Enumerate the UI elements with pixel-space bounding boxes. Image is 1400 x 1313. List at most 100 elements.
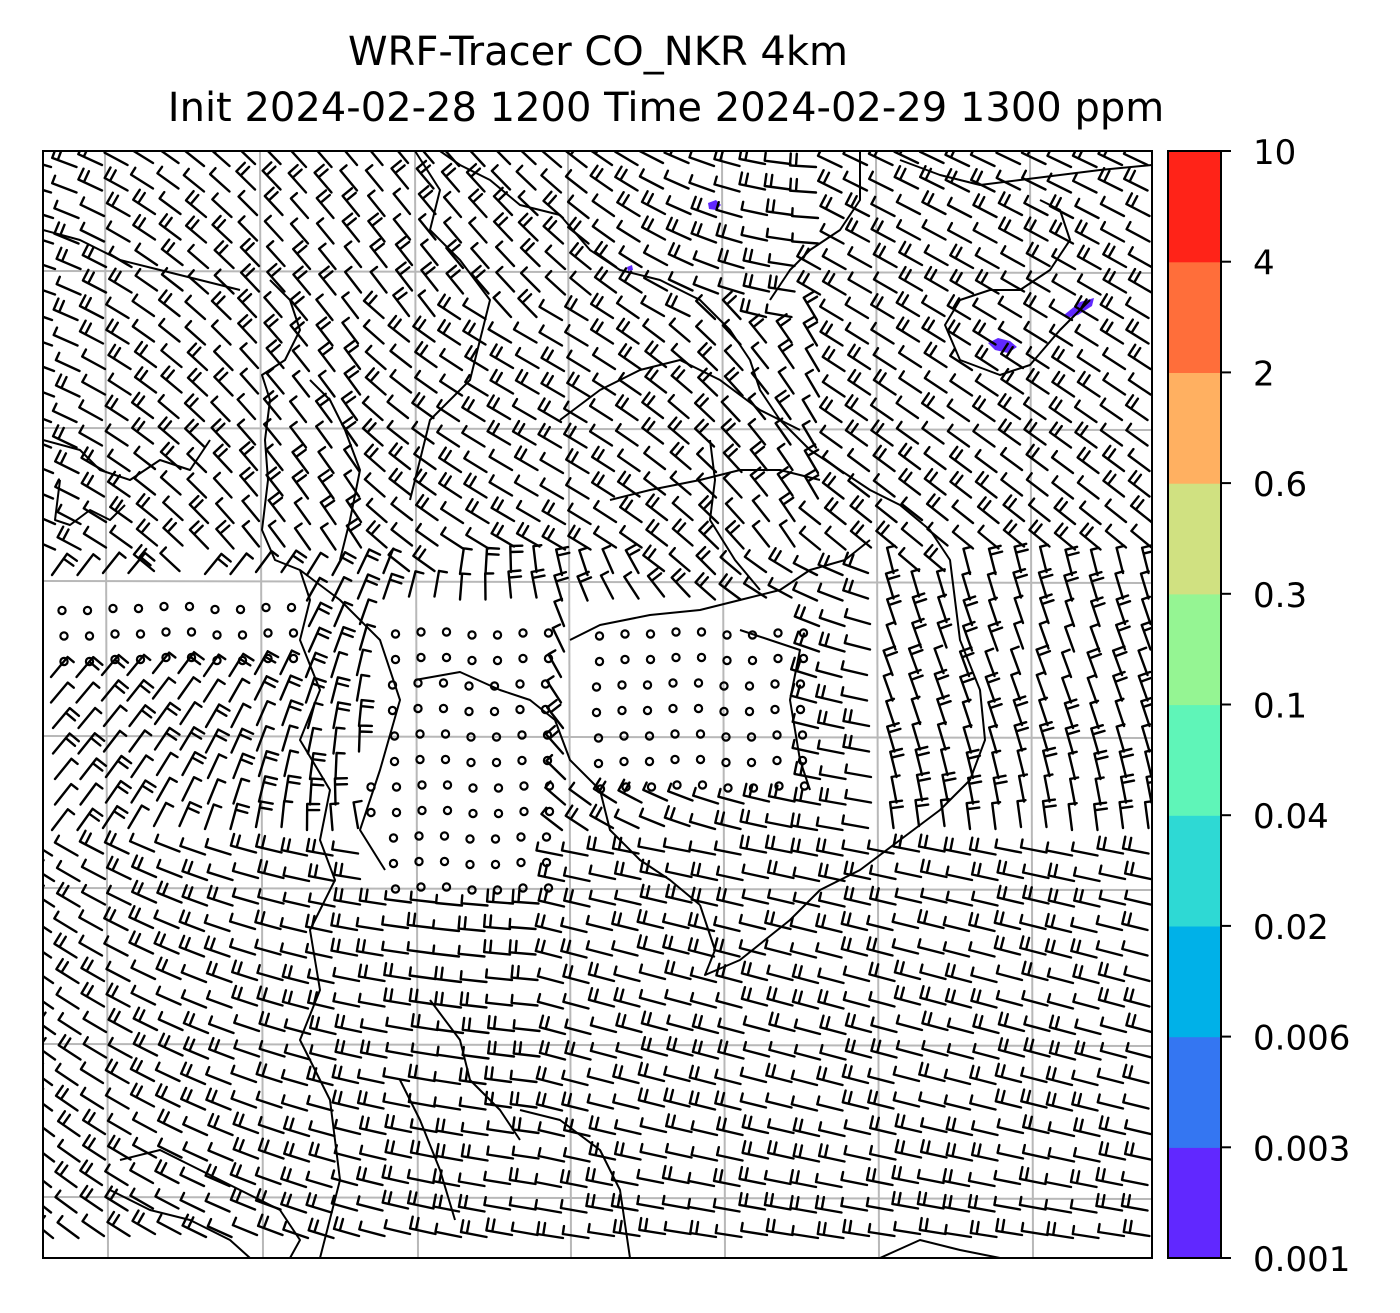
wind-barb [43,417,53,424]
wind-barb-calm [744,681,755,691]
wind-barb-calm [389,731,400,741]
wind-barb [519,151,537,166]
wind-barb [819,1043,847,1061]
wind-barb-calm [696,652,707,663]
wind-barb [444,151,461,168]
wind-barb [817,967,845,985]
wind-barb [816,709,845,730]
wind-barb [1074,421,1098,449]
wind-barb [562,866,591,883]
wind-barb [106,1112,132,1136]
wind-barb [535,841,564,857]
wind-barb [690,221,718,244]
wind-barb [1045,1091,1074,1112]
wind-barb [843,634,872,651]
wind-barb [1020,1066,1048,1084]
wind-barb [538,324,564,347]
wind-barb [43,163,53,169]
wind-barb [407,570,425,598]
wind-barb [564,324,589,347]
wind-barb [792,581,819,602]
wind-barb [1115,723,1126,753]
wind-barb [1013,620,1025,650]
wind-barb [619,496,643,524]
wind-barb [1098,889,1127,906]
wind-barb [999,446,1024,472]
wind-barb [207,1015,235,1035]
wind-barb-calm [543,628,554,638]
wind-barb [1122,1218,1151,1238]
wind-barb [540,151,563,169]
wind-barb-calm [237,630,248,640]
wind-barb [254,549,280,574]
wind-barb-calm [697,780,708,790]
wind-barb [666,1014,694,1032]
wind-barb [105,855,132,881]
wind-barb [1016,747,1027,778]
wind-barb [918,1061,946,1083]
wind-barb [995,1217,1024,1237]
wind-barb-calm [722,655,732,666]
wind-barb [1112,670,1128,702]
wind-barb [793,760,822,781]
wind-barb [1073,1117,1101,1138]
wind-barb [213,240,235,270]
wind-barb [816,151,843,169]
wind-barb [693,418,716,448]
wind-barb [81,1213,106,1238]
wind-barb [585,1192,614,1212]
wind-barb [742,247,771,268]
wind-barb [791,989,820,1010]
wind-barb [664,1142,693,1159]
wind-barb [840,660,869,677]
wind-barb [265,466,284,497]
wind-barb-calm [491,757,502,768]
wind-barb [459,991,488,1009]
wind-barb [636,1194,665,1210]
wind-barb [188,494,210,525]
wind-barb-calm [439,856,450,867]
colorbar-tick-label: 0.04 [1253,797,1329,837]
wind-barb [1023,1015,1051,1033]
wind-barb [233,1039,261,1058]
wind-barb [487,1014,516,1033]
wind-barb [392,213,412,241]
wind-barb [559,1169,588,1189]
wind-barb [640,295,666,318]
wind-barb [696,447,718,474]
wind-barb [239,263,261,293]
wind-barb [593,240,618,269]
wind-barb [914,745,930,777]
wind-barb [52,297,79,322]
wind-barb [387,314,411,343]
wind-barb [206,1217,233,1239]
wind-barb [43,1011,57,1036]
wind-barb [154,1188,180,1210]
wind-barb [690,1146,719,1162]
wind-barb [78,399,104,422]
wind-barb [106,1210,131,1238]
wind-barb [1038,543,1050,574]
wind-barb [866,839,895,855]
wind-barb [357,698,375,728]
wind-barb [484,993,514,1007]
wind-barb [1044,1198,1073,1214]
wind-barb [870,1038,898,1059]
wind-barb-calm [747,655,758,666]
wind-barb [563,422,588,449]
wind-barb [639,1142,668,1159]
wind-barb [688,840,717,856]
wind-barb [1016,799,1027,829]
wind-barb [511,397,537,421]
wind-barb [972,1042,1000,1060]
wind-barb [892,833,921,853]
wind-barb [565,477,590,500]
wind-barb [1123,1141,1152,1161]
wind-barb [81,1108,107,1136]
wind-barb [840,1196,869,1212]
wind-barb [57,1034,82,1061]
wind-barb [911,592,928,624]
wind-barb [588,1141,617,1161]
wind-barb-calm [519,806,529,817]
